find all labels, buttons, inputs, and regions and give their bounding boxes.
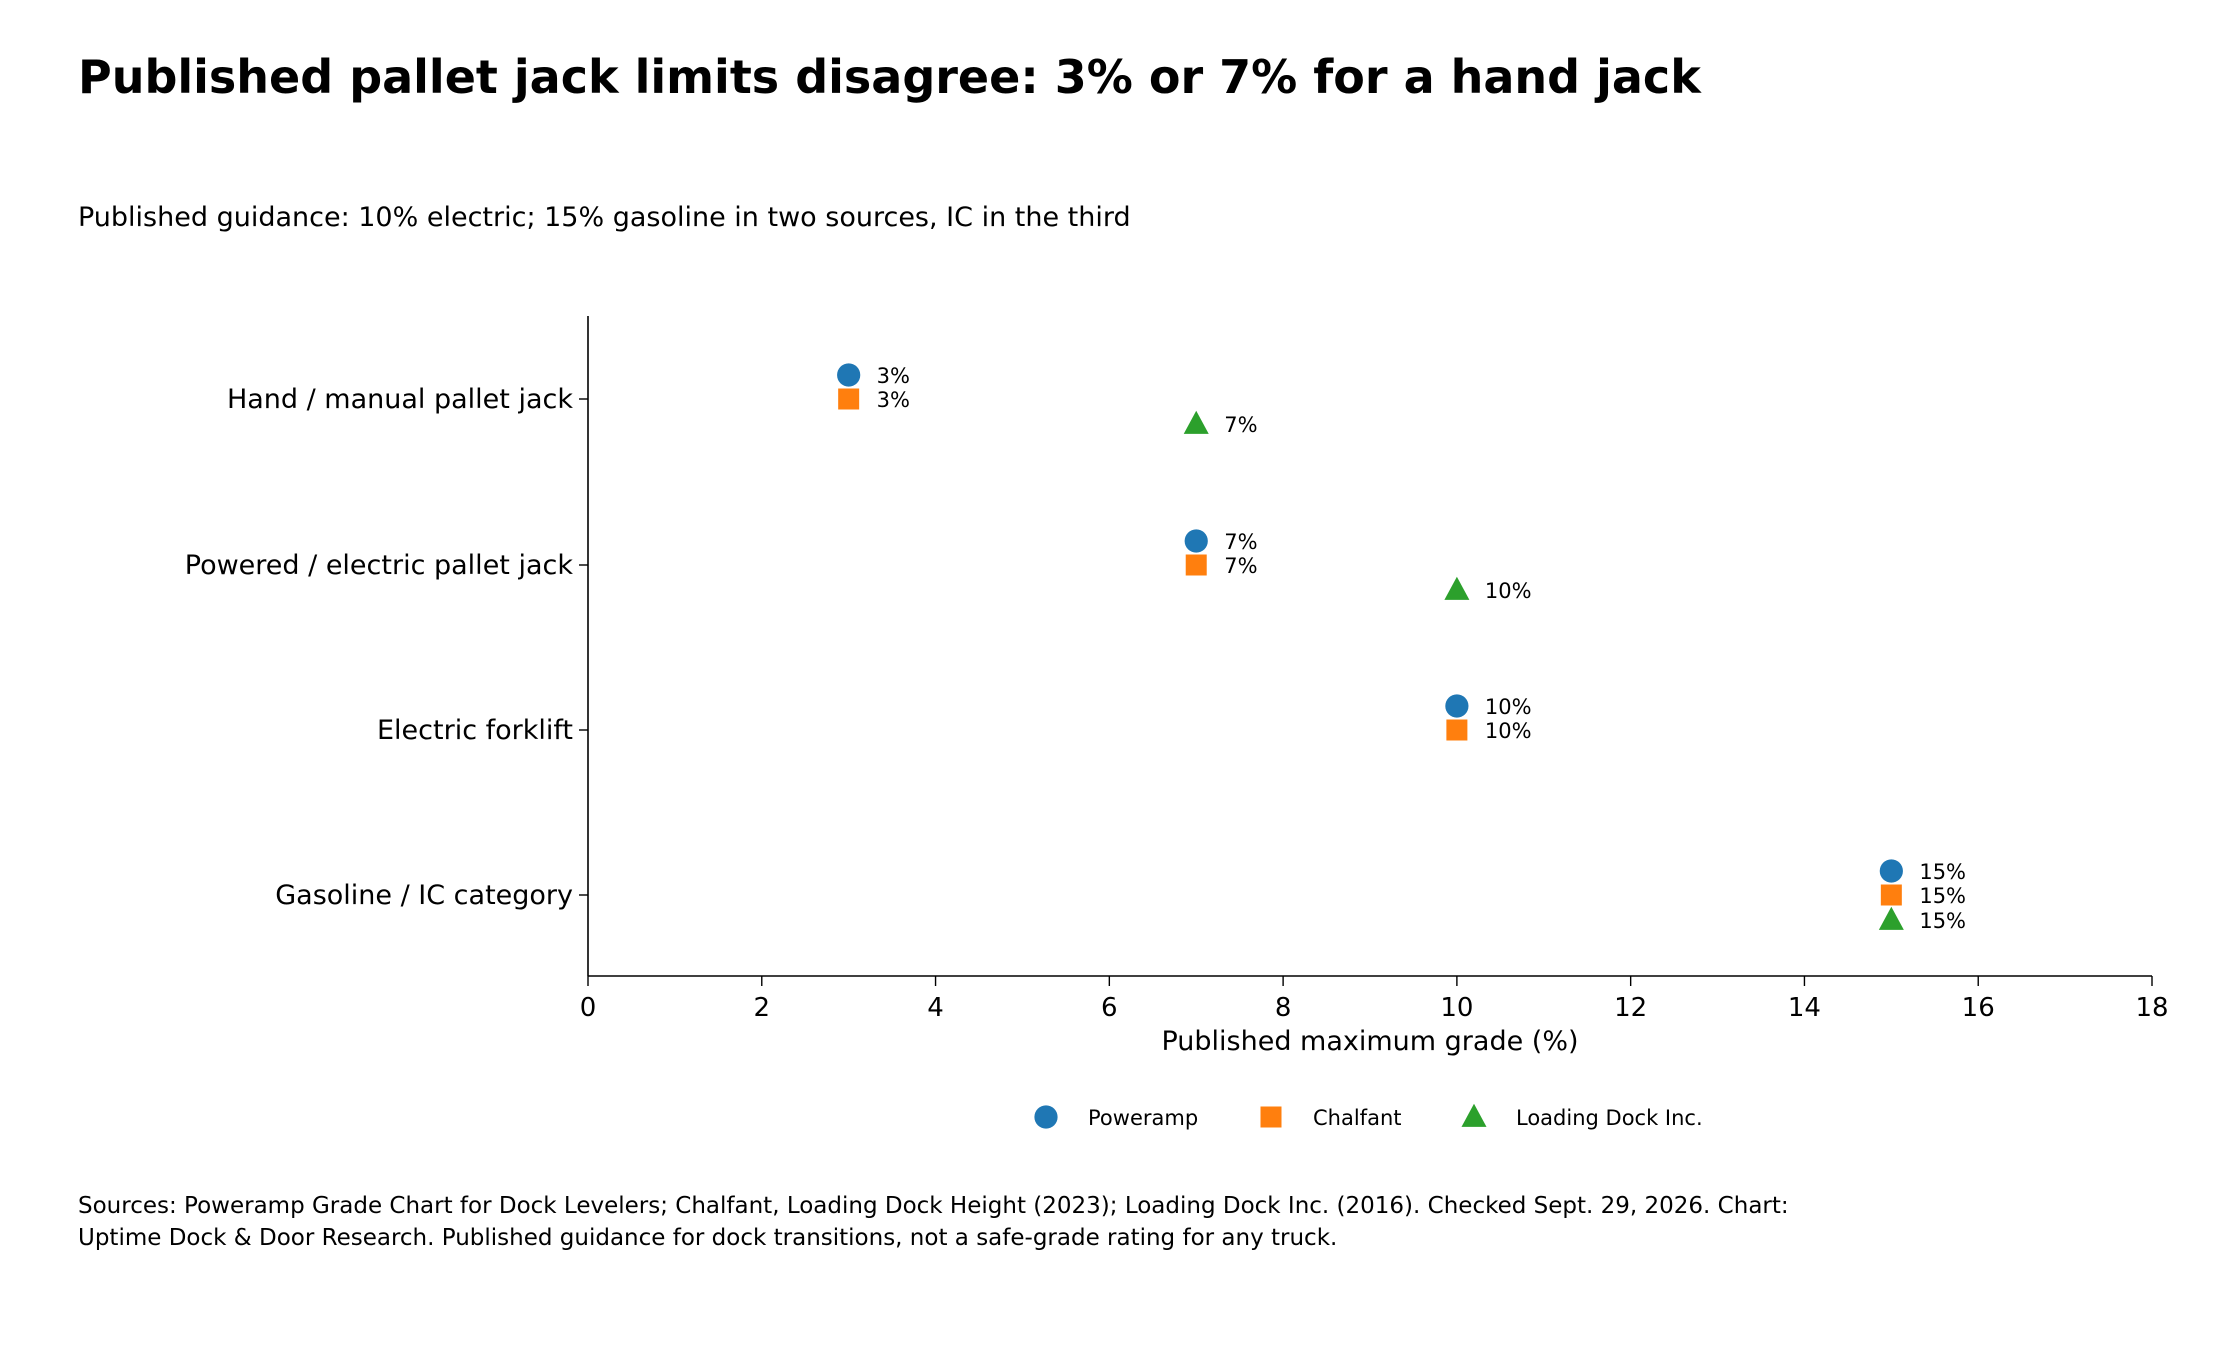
data-point xyxy=(1183,410,1209,434)
footnote-line-1: Sources: Poweramp Grade Chart for Dock L… xyxy=(78,1193,1789,1219)
x-tick-label: 14 xyxy=(1788,993,1821,1023)
data-label: 15% xyxy=(1919,860,1966,884)
y-category-label: Gasoline / IC category xyxy=(275,880,573,911)
data-point xyxy=(1185,554,1207,576)
y-category-label: Hand / manual pallet jack xyxy=(227,384,573,415)
x-tick-label: 4 xyxy=(927,993,944,1023)
data-label: 15% xyxy=(1919,884,1966,908)
x-tick-label: 8 xyxy=(1275,993,1292,1023)
data-label: 3% xyxy=(877,364,910,388)
data-label: 7% xyxy=(1224,530,1257,554)
chart-title: Published pallet jack limits disagree: 3… xyxy=(78,50,1701,104)
x-tick-label: 16 xyxy=(1962,993,1995,1023)
x-tick-label: 18 xyxy=(2135,993,2168,1023)
data-point xyxy=(1445,694,1469,718)
x-tick-label: 10 xyxy=(1440,993,1473,1023)
data-label: 10% xyxy=(1485,719,1532,743)
data-point xyxy=(1446,719,1468,741)
y-category-label: Electric forklift xyxy=(377,715,573,746)
legend-label: Loading Dock Inc. xyxy=(1516,1106,1703,1130)
data-label: 10% xyxy=(1485,695,1532,719)
legend-marker xyxy=(1461,1103,1487,1127)
data-label: 7% xyxy=(1224,413,1257,437)
x-tick-label: 6 xyxy=(1101,993,1118,1023)
data-point xyxy=(1444,576,1470,600)
data-point xyxy=(1184,529,1208,553)
data-label: 15% xyxy=(1919,909,1966,933)
data-point xyxy=(837,363,861,387)
y-category-label: Powered / electric pallet jack xyxy=(185,550,574,581)
legend-marker xyxy=(1260,1106,1282,1128)
footnote-line-2: Uptime Dock & Door Research. Published g… xyxy=(78,1225,1338,1251)
data-label: 7% xyxy=(1224,554,1257,578)
chart-footnote: Sources: Poweramp Grade Chart for Dock L… xyxy=(78,1190,1978,1254)
data-point xyxy=(1878,906,1904,930)
legend-marker xyxy=(1034,1105,1058,1129)
x-tick-label: 12 xyxy=(1614,993,1647,1023)
data-point xyxy=(1880,884,1902,906)
x-tick-label: 2 xyxy=(754,993,771,1023)
x-axis-label: Published maximum grade (%) xyxy=(1161,1026,1578,1057)
chart-subtitle: Published guidance: 10% electric; 15% ga… xyxy=(78,202,1131,233)
data-point xyxy=(1879,859,1903,883)
data-point xyxy=(838,388,860,410)
data-label: 10% xyxy=(1485,579,1532,603)
legend-label: Poweramp xyxy=(1088,1106,1198,1130)
data-label: 3% xyxy=(877,388,910,412)
legend-label: Chalfant xyxy=(1313,1106,1401,1130)
x-tick-label: 0 xyxy=(580,993,597,1023)
